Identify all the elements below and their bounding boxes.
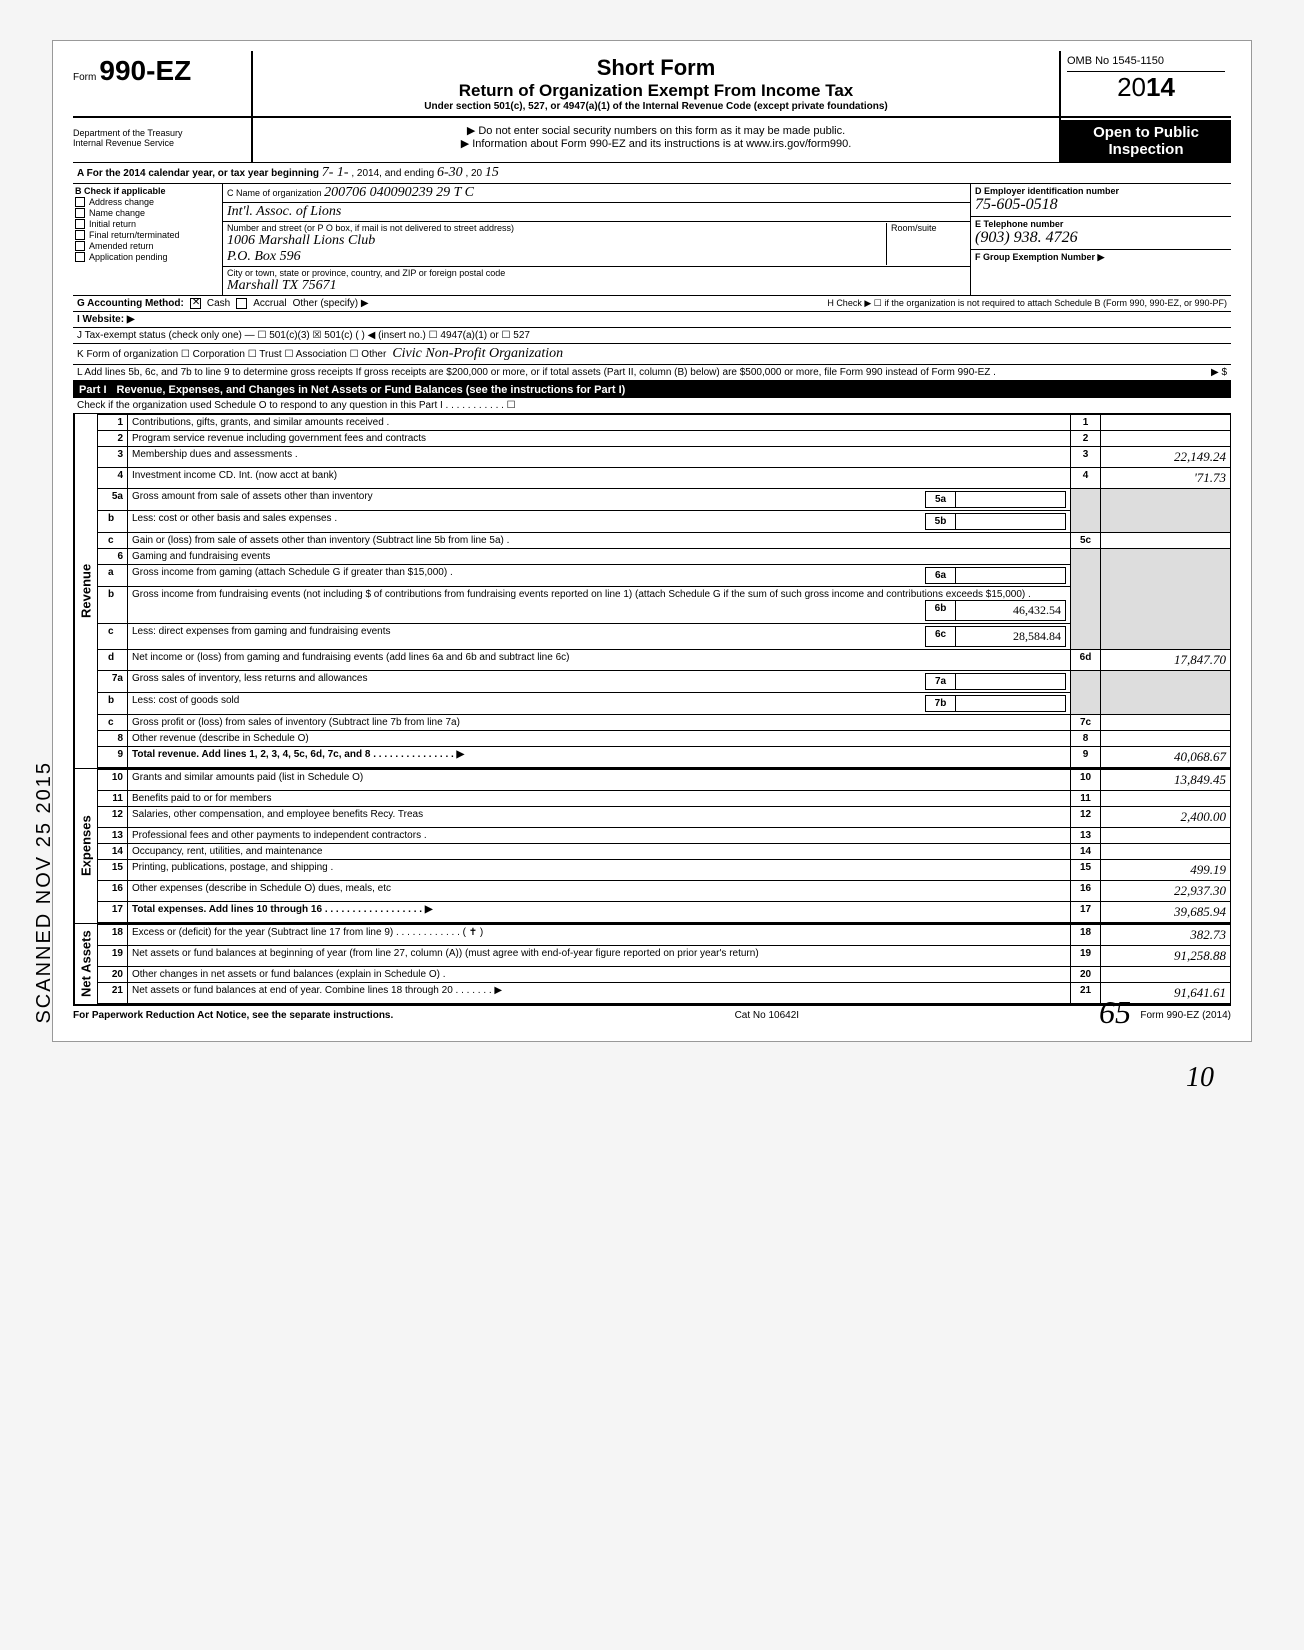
check-amended[interactable]: Amended return: [75, 241, 220, 251]
part-1-header: Part I Revenue, Expenses, and Changes in…: [73, 382, 1231, 398]
open-public-box: Open to Public Inspection: [1061, 118, 1231, 162]
revenue-table: 1Contributions, gifts, grants, and simil…: [97, 414, 1231, 768]
amt-10: 13,849.45: [1101, 770, 1231, 791]
revenue-section: Revenue 1Contributions, gifts, grants, a…: [73, 414, 1231, 769]
header-center: Short Form Return of Organization Exempt…: [253, 51, 1061, 116]
check-initial-return[interactable]: Initial return: [75, 219, 220, 229]
tax-year: 2014: [1067, 72, 1225, 103]
form-title: Short Form: [263, 55, 1049, 81]
form-ref: Form 990-EZ (2014): [1140, 1010, 1231, 1021]
section-bcde: B Check if applicable Address change Nam…: [73, 184, 1231, 296]
tax-year-begin: 7- 1-: [322, 165, 349, 180]
header-right: OMB No 1545-1150 2014: [1061, 51, 1231, 116]
tax-year-end-month: 6-30: [437, 165, 463, 180]
ssn-warning: Do not enter social security numbers on …: [259, 124, 1053, 137]
amt-6c: 28,584.84: [956, 627, 1066, 647]
net-assets-table: 18Excess or (deficit) for the year (Subt…: [97, 924, 1231, 1004]
amt-12: 2,400.00: [1101, 807, 1231, 828]
org-city: Marshall TX 75671: [227, 278, 337, 293]
column-b: B Check if applicable Address change Nam…: [73, 184, 223, 295]
amt-16: 22,937.30: [1101, 881, 1231, 902]
amt-3: 22,149.24: [1101, 447, 1231, 468]
org-address: 1006 Marshall Lions Club P.O. Box 596: [227, 233, 375, 264]
amt-15: 499.19: [1101, 860, 1231, 881]
form-990ez-page: SCANNED NOV 25 2015 Form 990-EZ Short Fo…: [52, 40, 1252, 1042]
expenses-table: 10Grants and similar amounts paid (list …: [97, 769, 1231, 923]
room-suite-label: Room/suite: [886, 223, 966, 265]
org-form-other: Civic Non-Profit Organization: [392, 346, 563, 362]
check-address-change[interactable]: Address change: [75, 197, 220, 207]
line-g-h: G Accounting Method: Cash Accrual Other …: [73, 296, 1231, 312]
net-assets-label: Net Assets: [73, 924, 97, 1004]
cat-no: Cat No 10642I: [735, 1010, 800, 1021]
expenses-label: Expenses: [73, 769, 97, 923]
line-j: J Tax-exempt status (check only one) — ☐…: [73, 328, 1231, 344]
line-a: A For the 2014 calendar year, or tax yea…: [73, 163, 1231, 184]
amt-6d: 17,847.70: [1101, 650, 1231, 671]
handwrite-10: 10: [50, 1042, 1254, 1094]
handwrite-65: 65: [1099, 994, 1131, 1031]
org-name-codes: 200706 040090239 29 T C: [324, 185, 474, 200]
amt-6b: 46,432.54: [956, 601, 1066, 621]
header-left: Form 990-EZ: [73, 51, 253, 116]
amt-4: '71.73: [1101, 468, 1231, 489]
check-accrual[interactable]: [236, 298, 247, 309]
paperwork-notice: For Paperwork Reduction Act Notice, see …: [73, 1010, 393, 1021]
amt-18: 382.73: [1101, 925, 1231, 946]
omb-number: OMB No 1545-1150: [1067, 55, 1225, 72]
check-cash[interactable]: [190, 298, 201, 309]
line-k: K Form of organization ☐ Corporation ☐ T…: [73, 344, 1231, 365]
column-c: C Name of organization 200706 040090239 …: [223, 184, 971, 295]
line-l: L Add lines 5b, 6c, and 7b to line 9 to …: [73, 365, 1231, 382]
expenses-section: Expenses 10Grants and similar amounts pa…: [73, 769, 1231, 924]
form-under: Under section 501(c), 527, or 4947(a)(1)…: [263, 101, 1049, 112]
scanned-stamp: SCANNED NOV 25 2015: [33, 761, 56, 1024]
revenue-label: Revenue: [73, 414, 97, 768]
tax-year-end-year: 15: [485, 165, 499, 180]
amt-19: 91,258.88: [1101, 946, 1231, 967]
check-name-change[interactable]: Name change: [75, 208, 220, 218]
amt-9: 40,068.67: [1101, 747, 1231, 768]
org-name: Int'l. Assoc. of Lions: [227, 204, 966, 220]
column-de: D Employer identification number75-605-0…: [971, 184, 1231, 295]
col-b-header: B Check if applicable: [75, 186, 166, 196]
header-instructions: Do not enter social security numbers on …: [253, 118, 1061, 162]
part-1-check: Check if the organization used Schedule …: [73, 398, 1231, 414]
form-prefix: Form: [73, 72, 96, 83]
form-header: Form 990-EZ Short Form Return of Organiz…: [73, 51, 1231, 118]
amt-17: 39,685.94: [1101, 902, 1231, 923]
header-row-2: Department of the Treasury Internal Reve…: [73, 118, 1231, 163]
line-i: I Website: ▶: [73, 312, 1231, 328]
form-number: 990-EZ: [99, 55, 191, 86]
form-subtitle: Return of Organization Exempt From Incom…: [263, 81, 1049, 101]
ein: 75-605-0518: [975, 196, 1058, 213]
net-assets-section: Net Assets 18Excess or (deficit) for the…: [73, 924, 1231, 1006]
footer: For Paperwork Reduction Act Notice, see …: [73, 1006, 1231, 1021]
line-h: H Check ▶ ☐ if the organization is not r…: [827, 298, 1227, 309]
group-exemption-label: F Group Exemption Number ▶: [975, 252, 1104, 262]
check-app-pending[interactable]: Application pending: [75, 252, 220, 262]
dept-treasury: Department of the Treasury Internal Reve…: [73, 118, 253, 162]
info-url: Information about Form 990-EZ and its in…: [259, 137, 1053, 150]
check-final-return[interactable]: Final return/terminated: [75, 230, 220, 240]
open-public-label: Open to Public Inspection: [1061, 120, 1231, 162]
telephone: (903) 938. 4726: [975, 229, 1078, 246]
